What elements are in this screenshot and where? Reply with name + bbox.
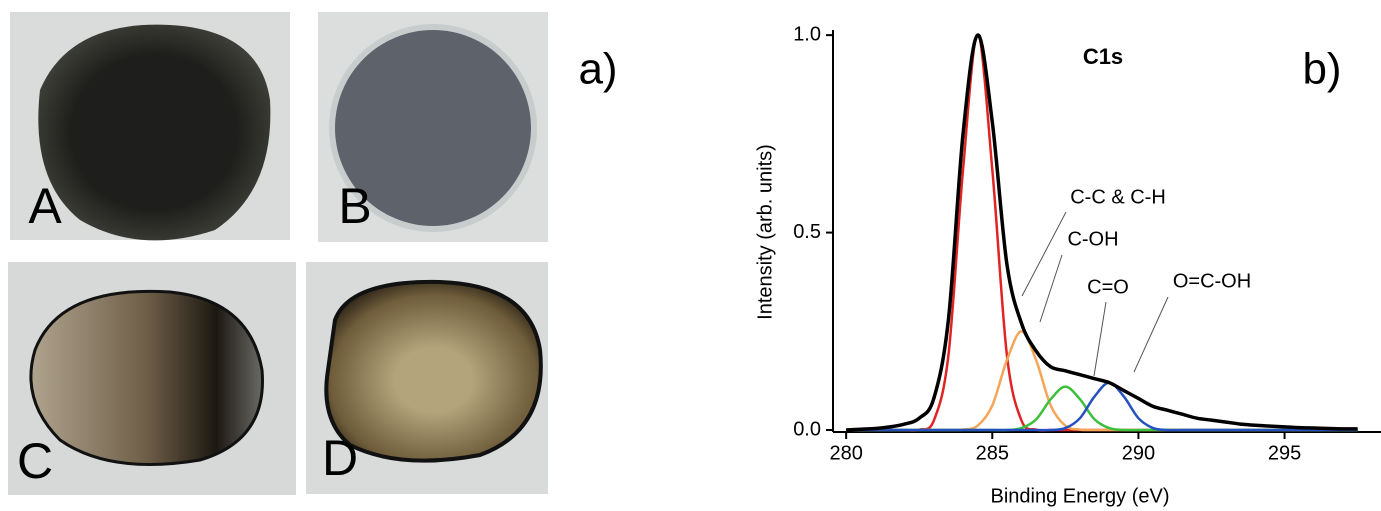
component-line xyxy=(846,381,1358,432)
sample-label: A xyxy=(28,178,62,234)
leader-line xyxy=(1093,301,1107,377)
y-tick-label: 0.0 xyxy=(793,418,821,440)
sample-b xyxy=(335,30,531,226)
component-line xyxy=(846,385,1358,432)
y-tick-label: 0.5 xyxy=(793,221,821,243)
y-tick-label: 1.0 xyxy=(793,23,821,45)
photos: A B C D a) xyxy=(8,12,618,495)
x-tick-label: 285 xyxy=(976,442,1009,464)
series-label: C=O xyxy=(1087,276,1129,298)
sample-label: C xyxy=(17,433,53,489)
leader-line xyxy=(1021,211,1067,297)
leader-line xyxy=(1039,254,1063,323)
series-label: C-OH xyxy=(1067,228,1118,250)
sample-c xyxy=(29,289,264,466)
x-axis-label: Binding Energy (eV) xyxy=(991,485,1170,507)
panel-label: b) xyxy=(1302,45,1341,94)
envelope-line xyxy=(846,33,1358,432)
leader-line xyxy=(1133,296,1169,373)
sample-d xyxy=(324,279,543,463)
plot-area xyxy=(846,33,1358,432)
x-tick-label: 295 xyxy=(1268,442,1301,464)
y-axis-label: Intensity (arb. units) xyxy=(754,144,776,320)
series-label: O=C-OH xyxy=(1173,270,1251,292)
x-tick-label: 280 xyxy=(829,442,862,464)
chart-title: C1s xyxy=(1083,44,1123,69)
series-label: C-C & C-H xyxy=(1070,186,1166,208)
sample-label: D xyxy=(322,430,358,486)
panel-label: a) xyxy=(578,45,617,94)
sample-a xyxy=(38,24,271,241)
x-tick-label: 290 xyxy=(1122,442,1155,464)
sample-label: B xyxy=(338,178,371,234)
